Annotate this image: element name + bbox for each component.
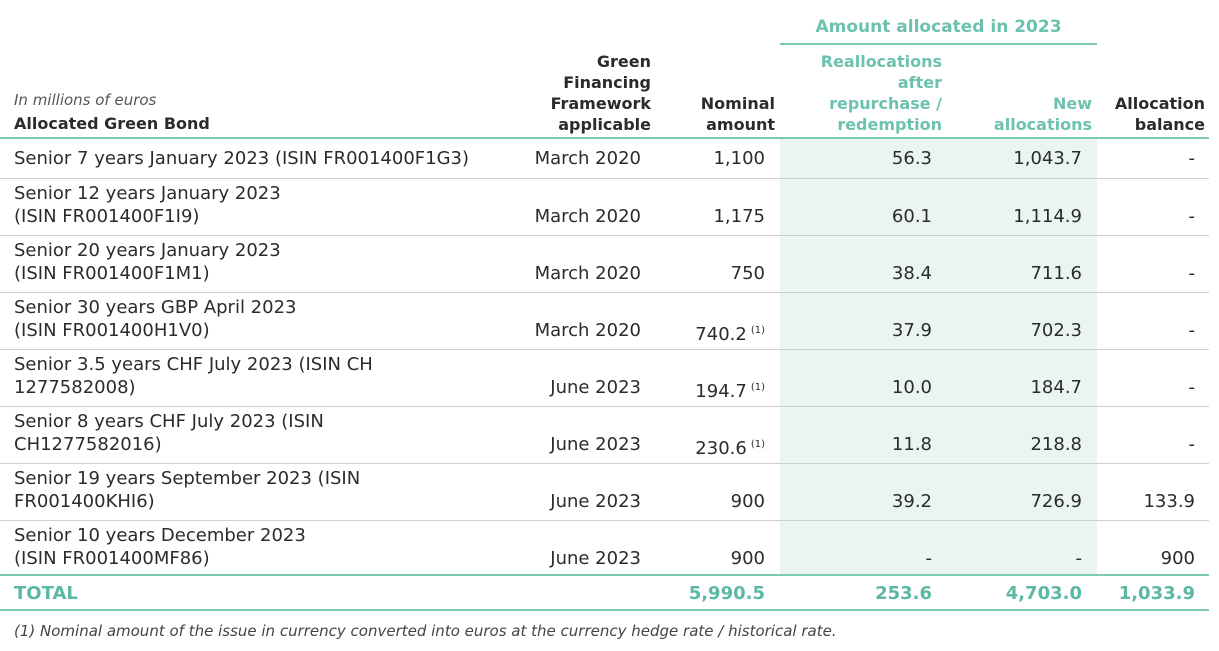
footnote: (1) Nominal amount of the issue in curre… bbox=[14, 622, 837, 640]
bond-name: Senior 8 years CHF July 2023 (ISIN CH1277… bbox=[14, 411, 324, 455]
new-allocations-cell: 702.3 bbox=[1030, 320, 1082, 341]
framework-cell: March 2020 bbox=[534, 320, 641, 341]
nominal-cell: 1,100 bbox=[713, 148, 765, 169]
nominal-cell: 900 bbox=[730, 491, 765, 512]
footnote-marker: (1) bbox=[750, 382, 765, 393]
total-label: TOTAL bbox=[14, 583, 78, 604]
row-divider bbox=[0, 292, 1209, 293]
reallocations-cell: 10.0 bbox=[891, 377, 932, 398]
balance-cell: - bbox=[1188, 320, 1196, 341]
nominal-cell: 740.2 (1) bbox=[695, 324, 765, 345]
amount-allocated-heading: Amount allocated in 2023 bbox=[815, 17, 1062, 37]
col-header-reallocations: Reallocations after repurchase / redempt… bbox=[820, 52, 942, 134]
bond-name: Senior 20 years January 2023 (ISIN FR0014… bbox=[14, 240, 281, 284]
row-divider bbox=[0, 520, 1209, 521]
bond-name: Senior 30 years GBP April 2023 (ISIN FR00… bbox=[14, 297, 297, 341]
col-header-nominal: Nominal amount bbox=[700, 94, 775, 134]
new-allocations-cell: 726.9 bbox=[1030, 491, 1082, 512]
reallocations-cell: 56.3 bbox=[891, 148, 932, 169]
total-balance: 1,033.9 bbox=[1118, 583, 1195, 604]
total-new-allocations: 4,703.0 bbox=[1005, 583, 1082, 604]
table-row: Senior 12 years January 2023 (ISIN FR0014… bbox=[0, 178, 1209, 235]
table-row: Senior 10 years December 2023 (ISIN FR001… bbox=[0, 520, 1209, 574]
bond-name: Senior 19 years September 2023 (ISIN FR00… bbox=[14, 468, 361, 512]
framework-cell: June 2023 bbox=[550, 491, 641, 512]
table-row: Senior 7 years January 2023 (ISIN FR0014… bbox=[0, 138, 1209, 178]
new-allocations-cell: 1,043.7 bbox=[1013, 148, 1082, 169]
table-row: Senior 30 years GBP April 2023 (ISIN FR00… bbox=[0, 292, 1209, 349]
framework-cell: June 2023 bbox=[550, 434, 641, 455]
new-allocations-cell: 184.7 bbox=[1030, 377, 1082, 398]
framework-cell: March 2020 bbox=[534, 263, 641, 284]
balance-cell: - bbox=[1188, 206, 1196, 227]
row-divider bbox=[0, 235, 1209, 236]
nominal-cell: 230.6 (1) bbox=[695, 438, 765, 459]
allocation-column-band bbox=[780, 138, 1097, 575]
row-divider bbox=[0, 349, 1209, 350]
reallocations-cell: 38.4 bbox=[891, 263, 932, 284]
row-divider bbox=[0, 463, 1209, 464]
balance-cell: - bbox=[1188, 263, 1196, 284]
total-nominal: 5,990.5 bbox=[688, 583, 765, 604]
col-header-balance: Allocation balance bbox=[1114, 94, 1205, 134]
bond-name: Senior 10 years December 2023 (ISIN FR001… bbox=[14, 525, 306, 569]
total-rule-top bbox=[0, 574, 1209, 576]
new-allocations-cell: 1,114.9 bbox=[1013, 206, 1082, 227]
reallocations-cell: 39.2 bbox=[891, 491, 932, 512]
row-divider bbox=[0, 178, 1209, 179]
table-row: Senior 20 years January 2023 (ISIN FR0014… bbox=[0, 235, 1209, 292]
reallocations-cell: 60.1 bbox=[891, 206, 932, 227]
reallocations-cell: 37.9 bbox=[891, 320, 932, 341]
framework-cell: June 2023 bbox=[550, 377, 641, 398]
bond-name: Senior 7 years January 2023 (ISIN FR0014… bbox=[14, 148, 470, 169]
framework-cell: March 2020 bbox=[534, 148, 641, 169]
balance-cell: - bbox=[1188, 377, 1196, 398]
balance-cell: 133.9 bbox=[1143, 491, 1195, 512]
framework-cell: June 2023 bbox=[550, 548, 641, 569]
balance-cell: 900 bbox=[1160, 548, 1195, 569]
nominal-cell: 194.7 (1) bbox=[695, 381, 765, 402]
bond-name: Senior 3.5 years CHF July 2023 (ISIN CH 1… bbox=[14, 354, 373, 398]
col-header-framework: Green Financing Framework applicable bbox=[550, 52, 651, 134]
balance-cell: - bbox=[1188, 148, 1196, 169]
total-rule-bottom bbox=[0, 609, 1209, 611]
total-reallocations: 253.6 bbox=[875, 583, 932, 604]
table-row: Senior 3.5 years CHF July 2023 (ISIN CH 1… bbox=[0, 349, 1209, 406]
nominal-cell: 750 bbox=[730, 263, 765, 284]
new-allocations-cell: - bbox=[1075, 548, 1083, 569]
reallocations-cell: 11.8 bbox=[891, 434, 932, 455]
units-note: In millions of euros bbox=[14, 91, 157, 109]
table-row: Senior 8 years CHF July 2023 (ISIN CH1277… bbox=[0, 406, 1209, 463]
table-row: Senior 19 years September 2023 (ISIN FR00… bbox=[0, 463, 1209, 520]
heading-underline bbox=[780, 43, 1097, 45]
framework-cell: March 2020 bbox=[534, 206, 641, 227]
bond-name: Senior 12 years January 2023 (ISIN FR0014… bbox=[14, 183, 281, 227]
nominal-cell: 1,175 bbox=[713, 206, 765, 227]
new-allocations-cell: 218.8 bbox=[1030, 434, 1082, 455]
footnote-marker: (1) bbox=[750, 439, 765, 450]
col-header-new-allocations: New allocations bbox=[993, 94, 1092, 134]
header-rule bbox=[0, 137, 1209, 139]
col-header-bond: Allocated Green Bond bbox=[14, 114, 210, 133]
footnote-marker: (1) bbox=[750, 325, 765, 336]
row-divider bbox=[0, 406, 1209, 407]
nominal-cell: 900 bbox=[730, 548, 765, 569]
balance-cell: - bbox=[1188, 434, 1196, 455]
reallocations-cell: - bbox=[925, 548, 933, 569]
new-allocations-cell: 711.6 bbox=[1030, 263, 1082, 284]
